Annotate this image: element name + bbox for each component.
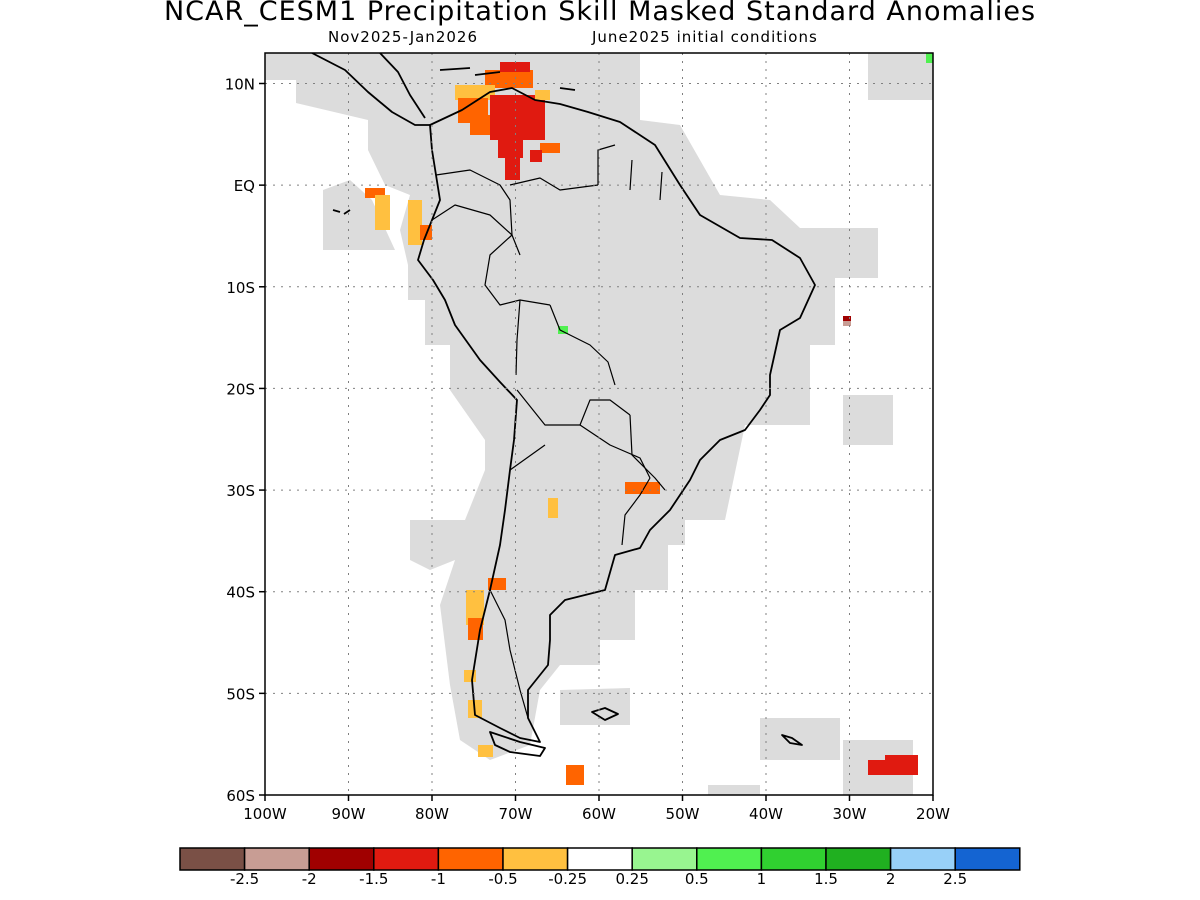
falklands bbox=[591, 707, 619, 721]
colorbar-label: -0.5 bbox=[488, 870, 517, 888]
lat-tick-label: 10S bbox=[226, 279, 255, 297]
colorbar-swatch bbox=[243, 847, 310, 871]
colorbar-swatch bbox=[179, 847, 246, 871]
lon-tick-label: 90W bbox=[332, 805, 366, 823]
south-america-coastline bbox=[417, 87, 816, 743]
colorbar-label: -2.5 bbox=[230, 870, 259, 888]
tierra-del-fuego bbox=[489, 731, 546, 757]
colorbar-label: -0.25 bbox=[548, 870, 587, 888]
initial-conditions-label: June2025 initial conditions bbox=[592, 28, 818, 46]
lat-tick-label: 30S bbox=[226, 482, 255, 500]
latitude-labels: 10N EQ 10S 20S 30S 40S 50S 60S bbox=[225, 75, 255, 805]
lat-tick-label: 60S bbox=[226, 787, 255, 805]
colorbar-label: -2 bbox=[302, 870, 317, 888]
colorbar-label: 1.5 bbox=[814, 870, 838, 888]
coastlines bbox=[311, 53, 816, 757]
colorbar-swatch bbox=[631, 847, 698, 871]
colorbar-swatch bbox=[437, 847, 504, 871]
lat-tick-label: EQ bbox=[234, 177, 255, 195]
lat-tick-label: 10N bbox=[225, 75, 255, 93]
south-georgia bbox=[781, 734, 803, 746]
colorbar-swatch bbox=[825, 847, 892, 871]
lon-tick-label: 20W bbox=[916, 805, 950, 823]
central-america-coastline bbox=[311, 53, 430, 126]
colorbar-swatch bbox=[502, 847, 569, 871]
map-area bbox=[265, 53, 933, 795]
colorbar-label: 2 bbox=[886, 870, 896, 888]
axis-ticks bbox=[259, 82, 934, 801]
colorbar: -2.5 -2 -1.5 -1 -0.5 -0.25 0.25 0.5 1 1.5 2 2.5 bbox=[179, 847, 1021, 888]
lat-tick-label: 50S bbox=[226, 685, 255, 703]
colorbar-label: 0.5 bbox=[685, 870, 709, 888]
lon-tick-label: 40W bbox=[749, 805, 783, 823]
colorbar-swatch bbox=[889, 847, 956, 871]
lon-tick-label: 30W bbox=[833, 805, 867, 823]
lat-tick-label: 20S bbox=[226, 380, 255, 398]
colorbar-swatch bbox=[308, 847, 375, 871]
map-title: NCAR_CESM1 Precipitation Skill Masked St… bbox=[163, 0, 1037, 27]
colorbar-label: 1 bbox=[757, 870, 767, 888]
lon-tick-label: 80W bbox=[415, 805, 449, 823]
colorbar-label: 2.5 bbox=[943, 870, 967, 888]
season-label: Nov2025-Jan2026 bbox=[328, 28, 478, 46]
colorbar-swatch bbox=[760, 847, 827, 871]
colorbar-swatch bbox=[373, 847, 440, 871]
colorbar-swatch bbox=[954, 847, 1021, 871]
galapagos bbox=[332, 209, 351, 215]
colorbar-label: 0.25 bbox=[615, 870, 648, 888]
country-borders bbox=[431, 144, 666, 719]
colorbar-label: -1 bbox=[431, 870, 446, 888]
lon-tick-label: 60W bbox=[582, 805, 616, 823]
caribbean-islands bbox=[439, 67, 576, 91]
lon-tick-label: 100W bbox=[243, 805, 287, 823]
lat-tick-label: 40S bbox=[226, 584, 255, 602]
colorbar-label: -1.5 bbox=[359, 870, 388, 888]
longitude-labels: 100W 90W 80W 70W 60W 50W 40W 30W 20W bbox=[243, 805, 950, 823]
colorbar-swatch bbox=[566, 847, 633, 871]
lon-tick-label: 50W bbox=[666, 805, 700, 823]
colorbar-swatch bbox=[696, 847, 763, 871]
skill-masked-regions bbox=[265, 53, 933, 795]
lon-tick-label: 70W bbox=[499, 805, 533, 823]
